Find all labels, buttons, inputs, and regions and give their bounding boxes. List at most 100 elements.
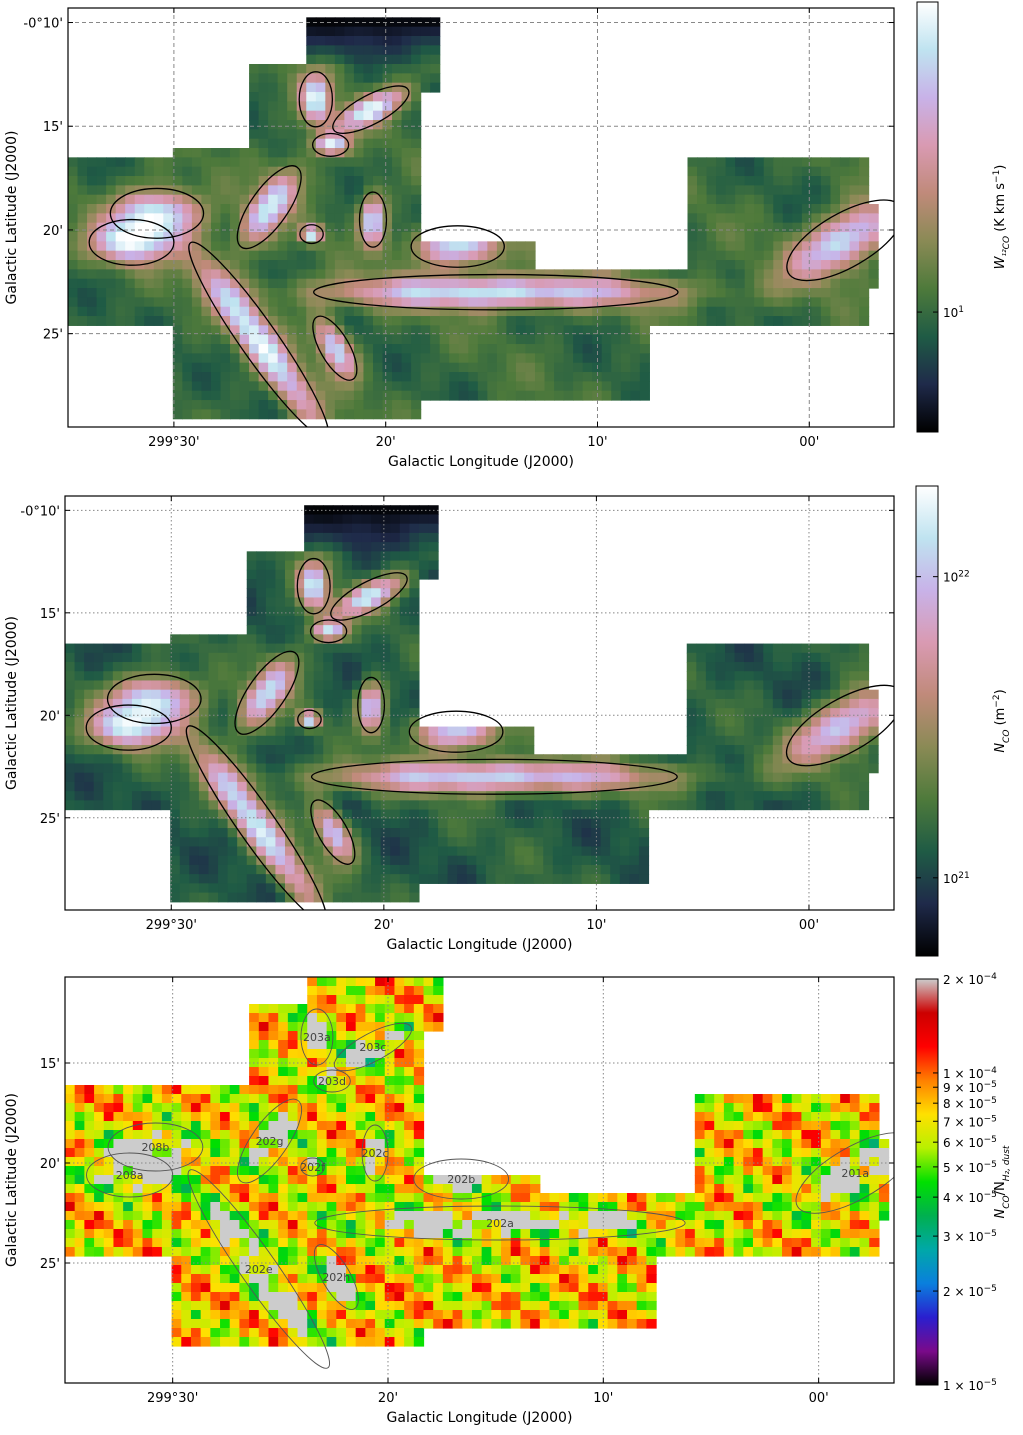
map-pixel	[68, 279, 78, 289]
map-pixel	[132, 800, 142, 810]
map-pixel	[356, 1202, 366, 1212]
map-pixel	[268, 213, 278, 223]
map-pixel	[249, 316, 259, 326]
map-pixel	[506, 335, 516, 345]
map-pixel	[201, 1292, 211, 1302]
map-pixel	[390, 653, 400, 663]
map-pixel	[478, 241, 488, 251]
map-pixel	[268, 232, 278, 242]
map-pixel	[94, 1211, 104, 1221]
map-pixel	[802, 800, 812, 810]
map-pixel	[352, 644, 362, 654]
map-pixel	[392, 297, 402, 307]
map-pixel	[278, 391, 288, 401]
map-pixel	[430, 335, 440, 345]
map-pixel	[840, 316, 850, 326]
map-pixel	[373, 307, 383, 317]
map-pixel	[65, 1130, 75, 1140]
map-pixel	[392, 260, 402, 270]
map-pixel	[237, 865, 247, 875]
map-pixel	[94, 1121, 104, 1131]
map-pixel	[715, 754, 725, 764]
map-pixel	[545, 363, 555, 373]
map-pixel	[688, 167, 698, 177]
map-pixel	[307, 1184, 317, 1194]
map-pixel	[278, 1193, 288, 1203]
map-pixel	[162, 1130, 172, 1140]
map-pixel	[201, 1103, 211, 1113]
map-pixel	[362, 828, 372, 838]
map-pixel	[287, 269, 297, 279]
map-pixel	[553, 800, 563, 810]
map-pixel	[677, 754, 687, 764]
map-pixel	[249, 1175, 259, 1185]
map-pixel	[487, 335, 497, 345]
map-pixel	[457, 763, 467, 773]
map-pixel	[106, 232, 116, 242]
map-pixel	[285, 791, 295, 801]
map-pixel	[385, 986, 395, 996]
map-pixel	[211, 185, 221, 195]
map-pixel	[170, 874, 180, 884]
map-pixel	[278, 353, 288, 363]
map-pixel	[419, 727, 429, 737]
map-pixel	[259, 1238, 269, 1248]
map-pixel	[275, 561, 285, 571]
map-pixel	[65, 662, 75, 672]
map-pixel	[545, 372, 555, 382]
map-pixel	[385, 1004, 395, 1014]
map-pixel	[534, 856, 544, 866]
map-pixel	[259, 204, 269, 214]
map-pixel	[610, 791, 620, 801]
map-pixel	[486, 791, 496, 801]
map-pixel	[288, 1247, 298, 1257]
map-pixel	[411, 335, 421, 345]
map-pixel	[688, 185, 698, 195]
map-pixel	[390, 680, 400, 690]
map-pixel	[210, 1328, 220, 1338]
map-pixel	[181, 1139, 191, 1149]
map-pixel	[287, 363, 297, 373]
map-pixel	[802, 204, 812, 214]
map-pixel	[123, 1103, 133, 1113]
map-pixel	[421, 353, 431, 363]
map-pixel	[84, 1094, 94, 1104]
map-pixel	[390, 727, 400, 737]
map-pixel	[259, 1103, 269, 1113]
map-pixel	[763, 644, 773, 654]
map-pixel	[371, 699, 381, 709]
map-pixel	[601, 791, 611, 801]
map-pixel	[365, 1229, 375, 1239]
map-pixel	[677, 773, 687, 783]
map-pixel	[802, 745, 812, 755]
map-pixel	[373, 139, 383, 149]
map-pixel	[228, 699, 238, 709]
map-pixel	[162, 1085, 172, 1095]
x-tick-label: 299°30'	[148, 435, 199, 450]
map-pixel	[621, 363, 631, 373]
map-pixel	[534, 819, 544, 829]
map-pixel	[249, 157, 259, 167]
map-pixel	[256, 690, 266, 700]
map-pixel	[411, 363, 421, 373]
map-pixel	[211, 372, 221, 382]
map-pixel	[344, 195, 354, 205]
map-pixel	[744, 782, 754, 792]
map-pixel	[295, 865, 305, 875]
map-pixel	[745, 316, 755, 326]
map-pixel	[868, 745, 878, 755]
map-pixel	[327, 1310, 337, 1320]
map-pixel	[266, 763, 276, 773]
map-pixel	[840, 644, 850, 654]
map-pixel	[278, 1166, 288, 1176]
map-pixel	[249, 176, 259, 186]
map-pixel	[375, 1274, 385, 1284]
map-pixel	[192, 344, 202, 354]
map-pixel	[630, 353, 640, 363]
map-pixel	[191, 1121, 201, 1131]
map-pixel	[745, 195, 755, 205]
map-pixel	[611, 344, 621, 354]
map-pixel	[764, 204, 774, 214]
map-pixel	[373, 353, 383, 363]
map-pixel	[754, 653, 764, 663]
